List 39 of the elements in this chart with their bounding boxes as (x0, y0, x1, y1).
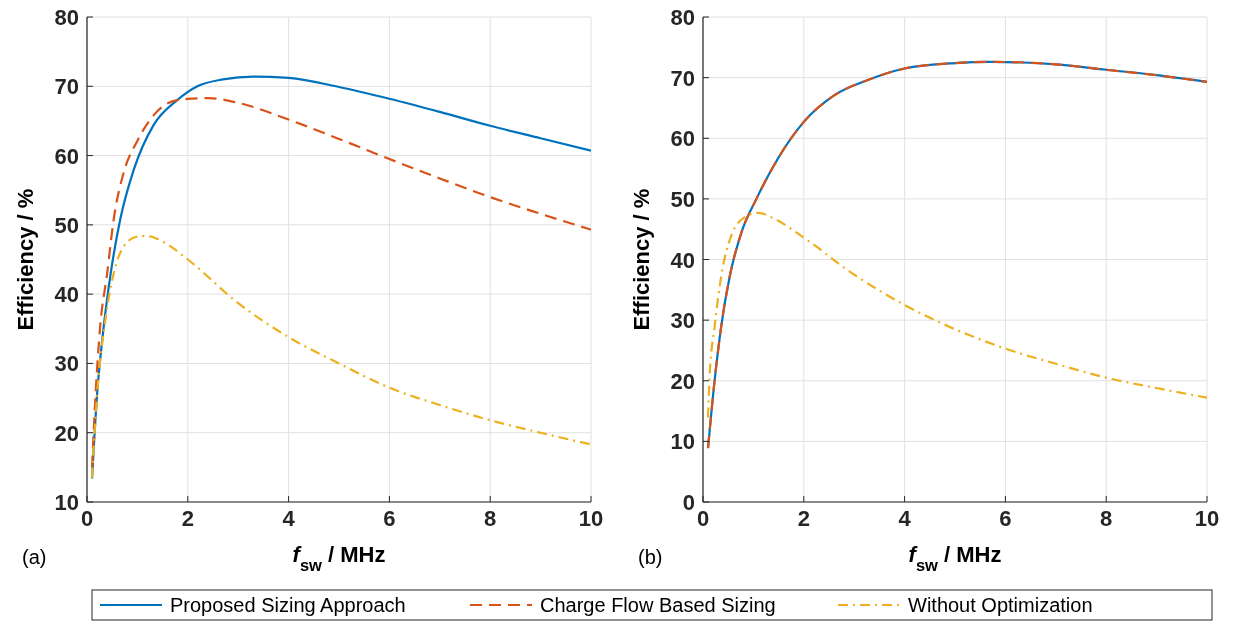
x-tick-label: 4 (282, 506, 296, 531)
y-tick-label: 30 (670, 308, 695, 334)
y-tick-label: 20 (54, 420, 79, 446)
x-tick-label: 10 (1194, 506, 1220, 531)
x-tick-label: 4 (898, 506, 912, 531)
x-axis-title: f$_{sw}$ / MHz (292, 542, 386, 574)
x-tick-label: 10 (578, 506, 604, 531)
y-tick-label: 50 (670, 186, 695, 212)
y-tick-label: 20 (670, 368, 695, 394)
y-tick-label: 60 (670, 126, 695, 152)
y-axis-title: Efficiency / % (629, 188, 654, 331)
x-tick-label: 8 (1100, 506, 1113, 531)
y-tick-label: 70 (670, 65, 695, 91)
y-tick-label: 10 (54, 490, 79, 515)
y-tick-label: 10 (670, 429, 695, 455)
y-tick-label: 60 (54, 143, 79, 169)
text: (a) (22, 546, 47, 568)
y-tick-label: 40 (54, 282, 79, 308)
y-tick-label: 40 (670, 247, 695, 273)
y-tick-label: 50 (54, 212, 79, 238)
x-tick-label: 6 (999, 506, 1012, 531)
y-tick-label: 80 (670, 5, 695, 30)
x-tick-label: 6 (383, 506, 396, 531)
x-tick-label: 2 (181, 506, 194, 531)
y-tick-label: 80 (54, 5, 79, 30)
x-tick-label: 2 (797, 506, 810, 531)
y-tick-label: 0 (682, 490, 695, 515)
text: (b) (638, 546, 663, 568)
legend-label: Without Optimization (908, 594, 1093, 616)
line-series (706, 60, 1207, 450)
line-series (90, 234, 591, 479)
x-tick-label: 8 (484, 506, 497, 531)
y-tick-label: 70 (54, 74, 79, 100)
line-series (706, 211, 1207, 419)
y-tick-label: 30 (54, 351, 79, 377)
legend-label: Charge Flow Based Sizing (540, 594, 776, 616)
y-axis-title: Efficiency / % (13, 188, 38, 331)
x-axis-title: f$_{sw}$ / MHz (908, 542, 1002, 574)
legend-label: Proposed Sizing Approach (170, 594, 406, 616)
